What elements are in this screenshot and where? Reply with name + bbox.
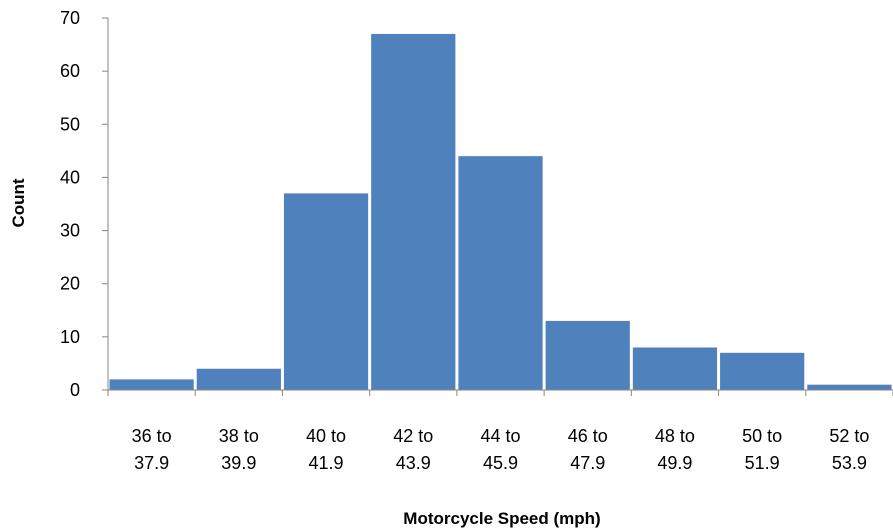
x-axis-title: Motorcycle Speed (mph) xyxy=(403,509,600,528)
y-tick-label-7: 70 xyxy=(60,8,80,28)
bar-4 xyxy=(458,156,543,390)
y-tick-label-2: 20 xyxy=(60,274,80,294)
bar-7 xyxy=(720,352,805,390)
x-tick-label-3: 42 to 43.9 xyxy=(393,426,433,473)
y-tick-label-1: 10 xyxy=(60,327,80,347)
bars-group xyxy=(109,33,892,390)
bar-2 xyxy=(283,193,369,390)
ticks-group: 0 10 20 30 40 50 60 70 36 to 37.9 38 to 39.9 40 to 41… xyxy=(60,8,893,473)
bar-3 xyxy=(371,33,456,390)
axes-group xyxy=(107,18,893,391)
x-tick-label-4: 44 to 45.9 xyxy=(480,426,520,473)
x-tick-label-7: 50 to 51.9 xyxy=(742,426,782,473)
bar-5 xyxy=(545,320,630,390)
bar-6 xyxy=(632,347,718,390)
x-tick-label-6: 48 to 49.9 xyxy=(655,426,695,473)
bar-1 xyxy=(196,368,281,390)
x-tick-label-1: 38 to 39.9 xyxy=(219,426,259,473)
bar-0 xyxy=(109,379,194,390)
y-tick-label-4: 40 xyxy=(60,167,80,187)
x-tick-label-8: 52 to 53.9 xyxy=(829,426,869,473)
x-tick-label-0: 36 to 37.9 xyxy=(132,426,172,473)
y-tick-label-0: 0 xyxy=(70,380,80,400)
x-tick-label-5: 46 to 47.9 xyxy=(568,426,608,473)
x-tick-label-2: 40 to 41.9 xyxy=(306,426,346,473)
y-axis-title: Count xyxy=(9,178,28,227)
y-tick-label-3: 30 xyxy=(60,221,80,241)
y-tick-label-6: 60 xyxy=(60,61,80,81)
bar-8 xyxy=(807,384,892,390)
y-tick-label-5: 50 xyxy=(60,114,80,134)
